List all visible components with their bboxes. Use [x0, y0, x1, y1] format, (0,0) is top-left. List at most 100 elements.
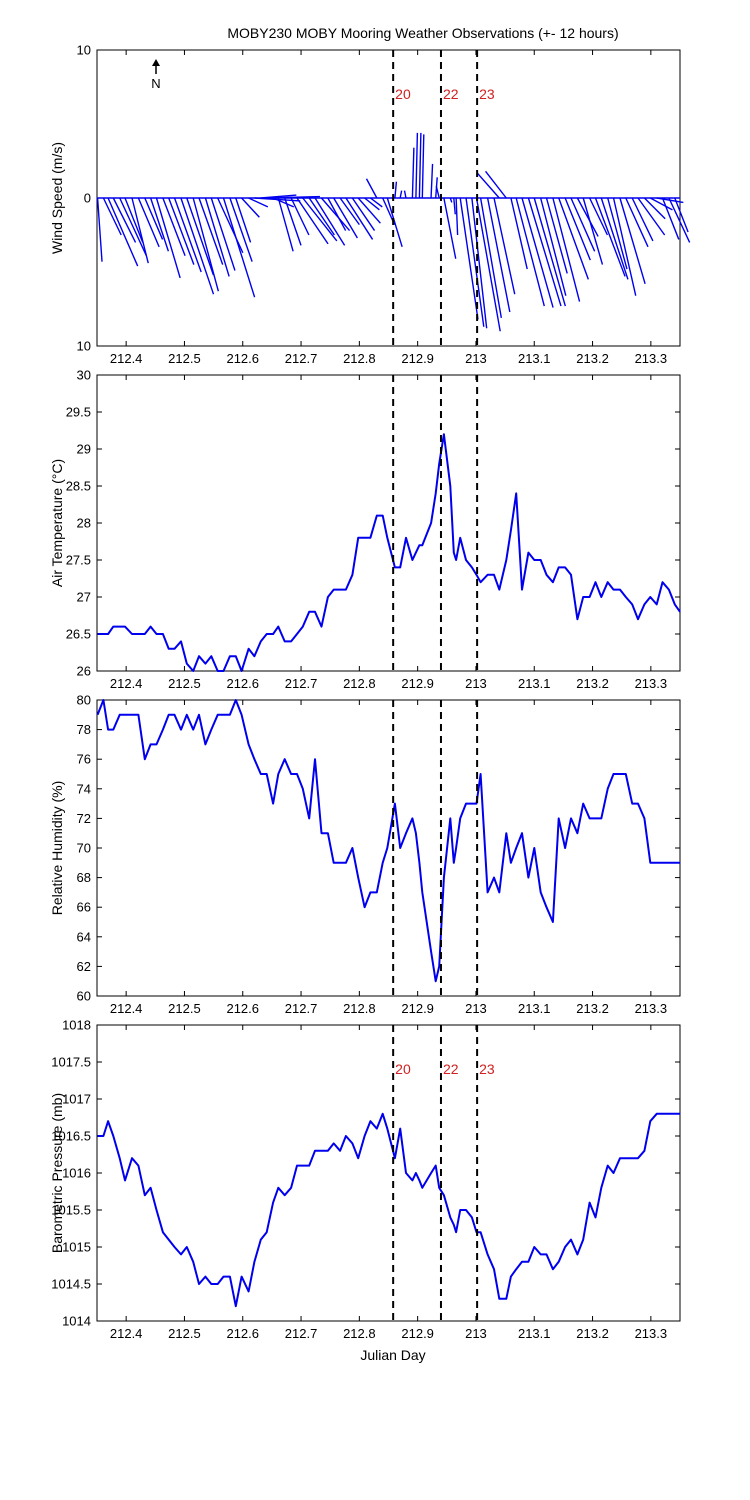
temp-y-tick-label: 27.5 — [66, 553, 91, 568]
wind-stick — [668, 197, 691, 243]
wind-stick — [192, 197, 220, 292]
pres-y-tick-label: 1016.5 — [51, 1129, 91, 1144]
wind-stick — [415, 132, 419, 199]
wind-stick — [266, 195, 320, 199]
wind-stick — [131, 197, 149, 264]
wind-stick — [241, 197, 260, 218]
wind-stick — [155, 197, 181, 279]
event-label-20: 20 — [395, 86, 411, 102]
pres-x-tick-label: 212.5 — [168, 1326, 201, 1341]
figure-title: MOBY230 MOBY Mooring Weather Observation… — [227, 25, 618, 41]
wind-stick — [277, 197, 294, 252]
wind-stick — [533, 197, 567, 307]
temp-x-tick-label: 213.3 — [635, 676, 668, 691]
temp-x-tick-label: 212.4 — [110, 676, 143, 691]
temp-y-tick-label: 30 — [77, 368, 91, 383]
temp-x-tick-label: 213.2 — [576, 676, 609, 691]
pres-x-tick-label: 212.4 — [110, 1326, 143, 1341]
wind-stick — [435, 185, 440, 199]
wind-stick — [107, 197, 139, 267]
wind-stick — [449, 197, 453, 203]
pres-x-tick-label: 212.8 — [343, 1326, 376, 1341]
temp-y-tick-label: 28.5 — [66, 479, 91, 494]
rh-panel: 212.4 212.5 212.6 212.7 212.8 212.9 213 213.1 21… — [49, 693, 681, 1016]
pres-y-tick-label: 1015.5 — [51, 1203, 91, 1218]
temp-y-tick-label: 26 — [77, 664, 91, 679]
north-label: N — [151, 76, 160, 91]
wind-stick — [222, 197, 256, 298]
pres-y-tick-label: 1017.5 — [51, 1055, 91, 1070]
rh-x-tick-label: 212.4 — [110, 1001, 143, 1016]
pres-x-tick-label: 212.6 — [226, 1326, 259, 1341]
temp-y-tick-label: 26.5 — [66, 627, 91, 642]
wind-x-tick-label: 212.8 — [343, 351, 376, 366]
wind-x-tick-label: 213.1 — [518, 351, 551, 366]
wind-stick — [515, 197, 545, 307]
wind-stick — [186, 197, 215, 276]
wind-stick — [204, 197, 230, 277]
temp-x-tick-label: 213 — [465, 676, 487, 691]
wind-stick — [339, 197, 360, 226]
wind-stick — [443, 197, 457, 259]
wind-stick — [333, 197, 358, 239]
rh-x-tick-label: 212.9 — [401, 1001, 434, 1016]
wind-stick — [612, 197, 637, 296]
wind-x-tick-label: 212.5 — [168, 351, 201, 366]
wind-stick — [96, 197, 103, 262]
wind-y-axis-label: Wind Speed (m/s) — [49, 142, 65, 254]
temp-y-tick-label: 27 — [77, 590, 91, 605]
wind-stick — [471, 197, 488, 329]
pres-x-tick-label: 213 — [465, 1326, 487, 1341]
pres-x-tick-label: 212.9 — [401, 1326, 434, 1341]
wind-stick — [210, 197, 236, 271]
wind-stick — [476, 172, 500, 199]
pres-x-tick-label: 213.2 — [576, 1326, 609, 1341]
rh-y-tick-label: 70 — [77, 841, 91, 856]
wind-stick — [320, 197, 351, 232]
pres-x-tick-label: 213.1 — [518, 1326, 551, 1341]
wind-stick — [365, 178, 378, 199]
wind-stick — [418, 132, 422, 199]
wind-stick — [631, 197, 654, 242]
wind-stick — [345, 197, 374, 240]
wind-stick — [180, 197, 215, 295]
rh-x-tick-label: 213.2 — [576, 1001, 609, 1016]
temp-panel: 212.4 212.5 212.6 212.7 212.8 212.9 213 213.1 21… — [49, 368, 681, 691]
wind-stick — [475, 197, 501, 332]
rh-x-tick-label: 212.8 — [343, 1001, 376, 1016]
wind-stick — [399, 190, 403, 199]
wind-stick — [124, 197, 144, 243]
rh-y-tick-label: 62 — [77, 959, 91, 974]
wind-stick — [521, 197, 554, 308]
temp-y-axis-label: Air Temperature (°C) — [49, 459, 65, 587]
wind-y-tick-label: 10 — [77, 43, 91, 58]
temp-x-tick-label: 212.5 — [168, 676, 201, 691]
wind-x-tick-label: 213 — [465, 351, 487, 366]
wind-stick — [308, 197, 335, 236]
temp-x-tick-label: 212.9 — [401, 676, 434, 691]
wind-stick — [600, 197, 629, 280]
wind-stick — [545, 197, 568, 274]
wind-stick — [576, 197, 599, 237]
wind-stick — [421, 134, 425, 199]
pres-y-tick-label: 1014 — [62, 1314, 91, 1329]
wind-stick — [198, 197, 224, 265]
wind-y-tick-label: 0 — [84, 191, 91, 206]
wind-stick — [643, 197, 666, 220]
temp-series-line — [97, 433, 681, 672]
event-label-22: 22 — [443, 1061, 459, 1077]
rh-y-tick-label: 60 — [77, 989, 91, 1004]
wind-stick — [539, 197, 567, 296]
wind-stick — [364, 197, 380, 211]
pres-y-axis-label: Barometric Pressure (mb) — [49, 1093, 65, 1253]
wind-x-tick-label: 213.3 — [635, 351, 668, 366]
wind-stick — [357, 197, 381, 224]
wind-stick — [552, 197, 581, 302]
wind-stick — [453, 197, 456, 215]
wind-stick — [102, 197, 122, 236]
wind-stick — [144, 197, 164, 240]
wind-stick — [594, 197, 626, 277]
wind-stick — [217, 197, 244, 254]
wind-stick — [284, 197, 302, 246]
